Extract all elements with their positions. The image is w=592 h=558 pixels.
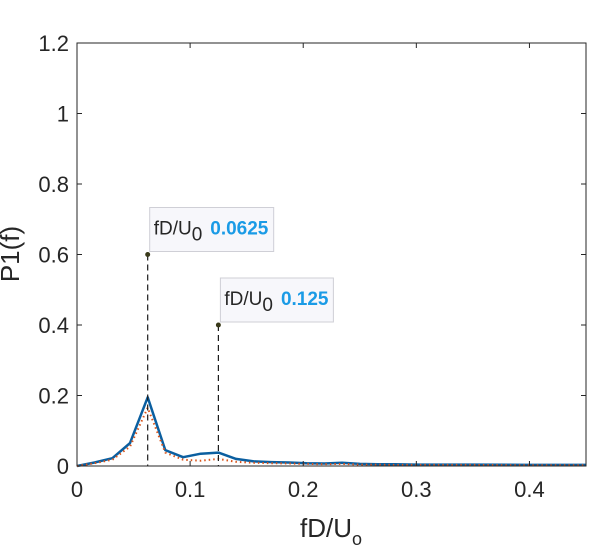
y-tick-label: 0.4 <box>38 313 69 338</box>
x-tick-label: 0.3 <box>401 477 432 502</box>
y-tick-label: 0.8 <box>38 172 69 197</box>
y-tick-label: 0 <box>57 454 69 479</box>
series-layer <box>76 396 586 468</box>
datatip-label-sub: 0 <box>192 225 203 246</box>
y-tick-label: 0.2 <box>38 384 69 409</box>
datatip-text: fD/U0 0.0625 <box>154 219 269 246</box>
datatip-label: fD/U <box>224 289 262 310</box>
datatip-label-sub: 0 <box>262 295 273 316</box>
y-tick-label: 1 <box>57 102 69 127</box>
marker-point <box>145 252 151 257</box>
y-axis-label: P1(f) <box>0 226 25 282</box>
datatip-value: 0.0625 <box>210 219 269 240</box>
marker-point <box>215 322 221 328</box>
y-tick-label: 0.6 <box>38 243 69 268</box>
series-line-2 <box>76 406 586 467</box>
x-tick-label: 0.2 <box>288 477 319 502</box>
x-tick-label: 0.4 <box>514 477 545 502</box>
tick-layer: 0 0.1 0.2 0.3 0.4 0 0.2 0.4 0.6 0.8 1 1.2 <box>38 31 586 502</box>
y-tick-label: 1.2 <box>38 31 69 56</box>
datatip-value: 0.125 <box>281 289 329 310</box>
plot-area <box>77 43 586 466</box>
datatip-label: fD/U <box>154 219 192 240</box>
datatip-box <box>219 277 334 323</box>
datatip-box <box>149 207 275 252</box>
x-tick-label: 0 <box>71 477 83 502</box>
datatip-text: fD/U0 0.125 <box>224 289 329 316</box>
x-tick-label: 0.1 <box>175 477 206 502</box>
x-axis-label: fD/Uo <box>300 513 362 549</box>
